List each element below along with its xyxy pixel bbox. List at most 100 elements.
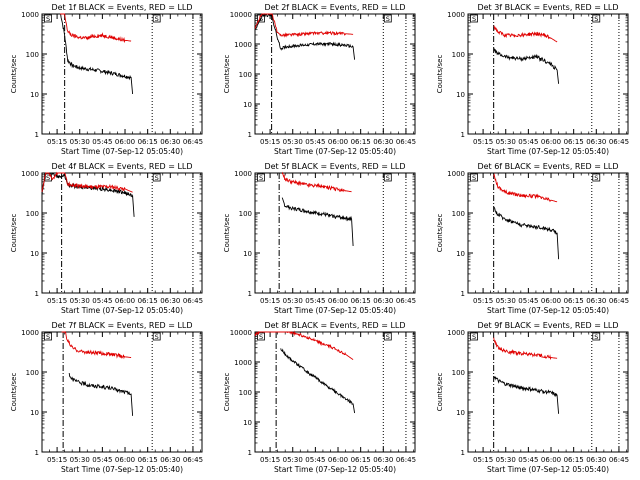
s-marker-label: S [386,15,390,23]
x-tick-label: 05:15 [47,456,67,464]
x-tick-label: 06:00 [541,138,561,146]
y-tick-label: 100 [452,210,465,218]
y-tick-label: 10 [243,419,252,427]
chart-title: Det 7f BLACK = Events, RED = LLD [51,321,192,330]
s-marker-box [44,332,52,341]
s-marker-label: S [46,174,50,182]
x-tick-label: 06:30 [160,297,180,305]
x-axis-label: Start Time (07-Sep-12 05:05:40) [487,306,609,315]
chart-title: Det 8f BLACK = Events, RED = LLD [264,321,405,330]
chart-title: Det 6f BLACK = Events, RED = LLD [477,162,618,171]
y-tick-label: 100 [239,210,252,218]
series-line-events [280,348,356,414]
x-tick-label: 06:45 [609,138,629,146]
y-tick-label: 1000 [234,170,252,178]
x-tick-label: 05:30 [70,297,90,305]
series-line-lld [41,171,133,193]
x-tick-label: 05:45 [305,297,325,305]
y-axis-label: Counts/sec [10,214,18,253]
s-marker-box [383,173,392,182]
x-tick-label: 06:15 [564,456,584,464]
x-tick-label: 06:15 [564,138,584,146]
x-axis-label: Start Time (07-Sep-12 05:05:40) [61,147,183,156]
s-marker-box [44,14,52,23]
y-axis-label: Counts/sec [436,214,444,253]
y-tick-label: 100 [452,51,465,59]
y-axis-label: Counts/sec [436,55,444,94]
x-tick-label: 06:00 [115,297,135,305]
y-tick-label: 1000 [21,329,39,337]
x-tick-label: 06:30 [586,297,606,305]
y-tick-label: 1 [461,131,465,139]
chart-title: Det 2f BLACK = Events, RED = LLD [264,3,405,12]
x-tick-label: 05:30 [283,456,303,464]
x-tick-label: 06:00 [328,138,348,146]
y-tick-label: 100 [452,369,465,377]
chart-panel-1: Det 1f BLACK = Events, RED = LLD 1 10 100 10… [10,3,203,156]
y-tick-label: 10 [30,91,39,99]
x-tick-label: 06:45 [396,138,416,146]
y-tick-label: 100 [26,210,39,218]
x-tick-label: 05:45 [92,297,112,305]
y-tick-label: 100 [26,369,39,377]
s-marker-box [383,14,392,23]
x-tick-label: 05:15 [473,138,493,146]
y-tick-label: 100 [239,389,252,397]
series-line-lld [60,13,132,44]
x-tick-label: 06:30 [586,456,606,464]
chart-panel-6: Det 6f BLACK = Events, RED = LLD 1 10 100 10… [436,162,629,315]
series-line-events [254,13,356,60]
y-tick-label: 10 [243,250,252,258]
plot-frame [467,331,629,453]
y-axis-label: Counts/sec [10,55,18,94]
s-marker-box [257,332,265,341]
x-tick-label: 06:15 [138,297,158,305]
x-tick-label: 05:45 [518,138,538,146]
y-tick-label: 1 [248,449,252,457]
s-marker-label: S [594,174,598,182]
x-tick-label: 06:45 [183,456,203,464]
s-marker-box [470,173,478,182]
plot-frame [467,172,629,294]
chart-panel-9: Det 9f BLACK = Events, RED = LLD 1 10 100 10… [436,321,629,474]
series-line-lld [61,331,132,360]
series-line-events [493,47,560,84]
y-tick-label: 1000 [234,41,252,49]
y-axis-label: Counts/sec [223,373,231,412]
x-tick-label: 06:30 [373,297,393,305]
y-tick-label: 1 [461,449,465,457]
x-tick-label: 06:45 [183,138,203,146]
y-axis-label: Counts/sec [436,373,444,412]
series-line-events [68,373,134,416]
x-tick-label: 06:15 [564,297,584,305]
y-tick-label: 10000 [230,329,252,337]
s-marker-label: S [155,15,159,23]
x-tick-label: 06:15 [351,138,371,146]
x-tick-label: 05:15 [260,297,280,305]
x-tick-label: 05:45 [305,138,325,146]
x-tick-label: 06:45 [609,297,629,305]
x-tick-label: 05:30 [496,456,516,464]
y-tick-label: 100 [239,71,252,79]
y-tick-label: 10 [456,250,465,258]
chart-title: Det 5f BLACK = Events, RED = LLD [264,162,405,171]
x-tick-label: 06:30 [373,456,393,464]
x-tick-label: 06:00 [328,297,348,305]
x-axis-label: Start Time (07-Sep-12 05:05:40) [274,147,396,156]
x-tick-label: 06:45 [609,456,629,464]
x-tick-label: 06:00 [115,138,135,146]
x-axis-label: Start Time (07-Sep-12 05:05:40) [61,306,183,315]
x-tick-label: 05:15 [260,456,280,464]
s-marker-label: S [472,174,476,182]
s-marker-box [257,173,265,182]
x-tick-label: 06:00 [115,456,135,464]
x-tick-label: 05:45 [92,456,112,464]
s-marker-box [152,14,161,23]
series-line-events [493,375,560,414]
y-tick-label: 1000 [447,11,465,19]
x-tick-label: 06:00 [328,456,348,464]
s-marker-label: S [46,15,50,23]
y-tick-label: 1 [35,290,39,298]
x-tick-label: 06:30 [586,138,606,146]
